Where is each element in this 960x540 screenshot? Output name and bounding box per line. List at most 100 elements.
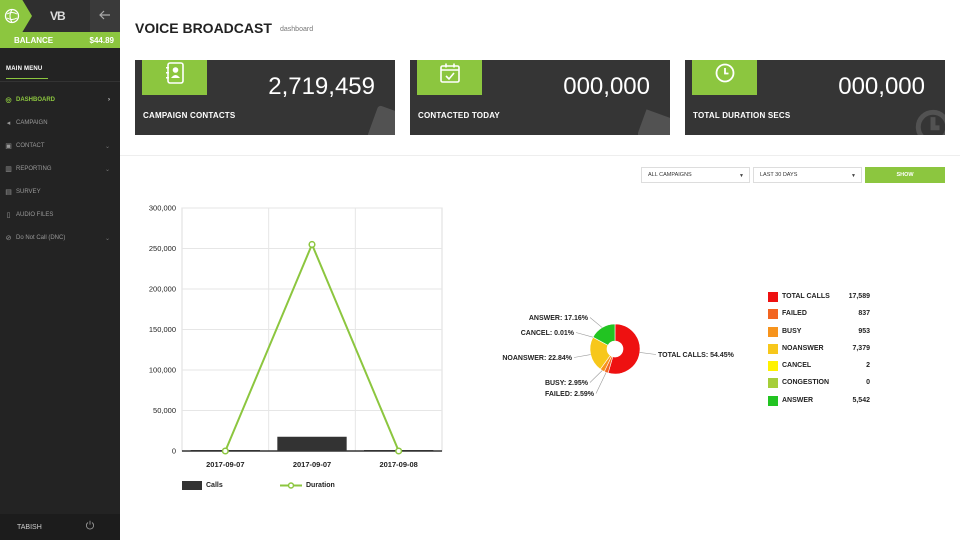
legend-row-value: 837 bbox=[858, 310, 870, 318]
sidebar-item-campaign[interactable]: ◂ CAMPAIGN bbox=[0, 114, 120, 132]
legend-row-value: 2 bbox=[866, 362, 870, 370]
chevron-down-icon: ⌄ bbox=[104, 166, 110, 173]
sidebar-item-label: Do Not Call (DNC) bbox=[16, 235, 66, 241]
stat-card-contacted-today: 000,000 CONTACTED TODAY bbox=[410, 60, 670, 135]
card-label: CONTACTED TODAY bbox=[418, 111, 500, 120]
legend-row: TOTAL CALLS 17,589 bbox=[768, 291, 870, 308]
donut-label-leader bbox=[639, 352, 657, 355]
legend-row-label: ANSWER bbox=[782, 396, 814, 404]
sidebar-item-label: CAMPAIGN bbox=[16, 120, 48, 126]
donut-label-leader bbox=[573, 354, 591, 358]
sidebar-footer: TABISH bbox=[0, 514, 120, 540]
legend-row-label: BUSY bbox=[782, 327, 802, 335]
legend-row-value: 7,379 bbox=[852, 344, 870, 352]
sidebar-item-dnc[interactable]: ⊘ Do Not Call (DNC) ⌄ bbox=[0, 229, 120, 247]
x-tick-label: 2017-09-08 bbox=[379, 460, 417, 469]
calendar-watermark-icon bbox=[638, 109, 670, 135]
balance-value: $44.89 bbox=[89, 35, 114, 45]
chart-icon: ▥ bbox=[5, 165, 12, 173]
legend-row-value: 953 bbox=[858, 327, 870, 335]
campaign-select[interactable]: ALL CAMPAIGNS ▼ bbox=[641, 167, 750, 183]
donut-slice bbox=[592, 323, 616, 346]
sidebar-item-reporting[interactable]: ▥ REPORTING ⌄ bbox=[0, 160, 120, 178]
y-tick-label: 250,000 bbox=[149, 244, 176, 253]
donut-slice bbox=[607, 323, 641, 375]
legend-label: Calls bbox=[206, 482, 223, 489]
legend-row-label: CANCEL bbox=[782, 362, 812, 370]
date-range-select[interactable]: LAST 30 DAYS ▼ bbox=[753, 167, 862, 183]
contact-book-icon bbox=[165, 62, 184, 84]
sidebar-item-label: REPORTING bbox=[16, 166, 52, 172]
sidebar-item-label: AUDIO FILES bbox=[16, 212, 54, 218]
stat-card-total-duration: 000,000 TOTAL DURATION SECS bbox=[685, 60, 945, 135]
card-label: CAMPAIGN CONTACTS bbox=[143, 111, 236, 120]
legend-row: FAILED 837 bbox=[768, 308, 870, 325]
clipboard-icon: ▤ bbox=[5, 188, 12, 196]
chevron-down-icon: ⌄ bbox=[104, 235, 110, 242]
sidebar-item-label: SURVEY bbox=[16, 189, 41, 195]
legend-swatch bbox=[768, 309, 778, 320]
chevron-down-icon: ⌄ bbox=[104, 143, 110, 150]
legend-swatch bbox=[768, 292, 778, 302]
page-title: VOICE BROADCAST bbox=[135, 20, 272, 36]
x-tick-label: 2017-09-07 bbox=[293, 460, 331, 469]
y-tick-label: 200,000 bbox=[149, 285, 176, 294]
sidebar-header: VB bbox=[0, 0, 120, 32]
balance-bar: BALANCE $44.89 bbox=[0, 32, 120, 48]
legend-swatch bbox=[768, 361, 778, 372]
show-button[interactable]: SHOW bbox=[865, 167, 945, 183]
donut-label-leader bbox=[589, 370, 603, 383]
legend-row-value: 0 bbox=[866, 379, 870, 387]
sidebar-item-survey[interactable]: ▤ SURVEY bbox=[0, 183, 120, 201]
legend-row: BUSY 953 bbox=[768, 326, 870, 343]
menu-divider bbox=[0, 81, 120, 82]
legend-row-label: NOANSWER bbox=[782, 344, 824, 352]
arrow-left-icon bbox=[99, 10, 110, 20]
legend-duration[interactable]: Duration bbox=[280, 481, 335, 490]
card-value: 000,000 bbox=[563, 73, 650, 100]
card-value: 2,719,459 bbox=[268, 73, 375, 100]
brand-name: VB bbox=[50, 9, 66, 23]
legend-row-value: 17,589 bbox=[848, 293, 870, 300]
legend-swatch bbox=[768, 378, 778, 389]
legend-row: NOANSWER 7,379 bbox=[768, 343, 870, 360]
megaphone-icon: ◂ bbox=[6, 119, 11, 127]
legend-calls[interactable]: Calls bbox=[182, 481, 223, 490]
calendar-check-icon bbox=[439, 63, 460, 83]
donut-slice-label: ANSWER: 17.16% bbox=[529, 315, 589, 322]
sidebar-item-audio-files[interactable]: ▯ AUDIO FILES bbox=[0, 206, 120, 224]
sidebar-item-label: DASHBOARD bbox=[16, 97, 55, 103]
donut-slice-label: FAILED: 2.59% bbox=[545, 391, 595, 398]
legend-row: CONGESTION 0 bbox=[768, 377, 870, 394]
sidebar-item-contact[interactable]: ▣ CONTACT ⌄ bbox=[0, 137, 120, 155]
contact-book-watermark-icon bbox=[367, 105, 395, 135]
y-tick-label: 50,000 bbox=[153, 406, 176, 415]
legend-row-value: 5,542 bbox=[852, 396, 870, 404]
clock-icon bbox=[715, 63, 734, 83]
legend-row-label: TOTAL CALLS bbox=[782, 293, 830, 300]
power-icon[interactable] bbox=[85, 520, 95, 530]
legend-row-label: FAILED bbox=[782, 310, 807, 318]
card-icon-box bbox=[692, 60, 757, 95]
donut-slice-label: CANCEL: 0.01% bbox=[521, 330, 575, 337]
section-divider bbox=[120, 155, 960, 156]
caret-down-icon: ▼ bbox=[739, 173, 744, 179]
clock-watermark-icon bbox=[915, 109, 945, 135]
donut-label-leader bbox=[589, 317, 603, 328]
donut-slice-label: NOANSWER: 22.84% bbox=[502, 355, 572, 362]
card-value: 000,000 bbox=[838, 73, 925, 100]
collapse-sidebar-button[interactable] bbox=[90, 0, 120, 32]
card-icon-box bbox=[417, 60, 482, 95]
logo[interactable] bbox=[0, 0, 32, 32]
card-icon-box bbox=[142, 60, 207, 95]
legend-row-label: CONGESTION bbox=[782, 379, 830, 387]
legend-row: CANCEL 2 bbox=[768, 360, 870, 377]
calls-duration-chart: 0 50,000 100,000 150,000 200,000 250,000 300,0… bbox=[149, 204, 443, 469]
legend-swatch bbox=[768, 343, 778, 354]
bar-calls bbox=[277, 436, 347, 451]
donut-slice-label: BUSY: 2.95% bbox=[545, 380, 589, 387]
sidebar-item-dashboard[interactable]: ◎ DASHBOARD › bbox=[0, 91, 120, 109]
caret-down-icon: ▼ bbox=[851, 173, 856, 179]
legend-label: Duration bbox=[306, 482, 335, 489]
